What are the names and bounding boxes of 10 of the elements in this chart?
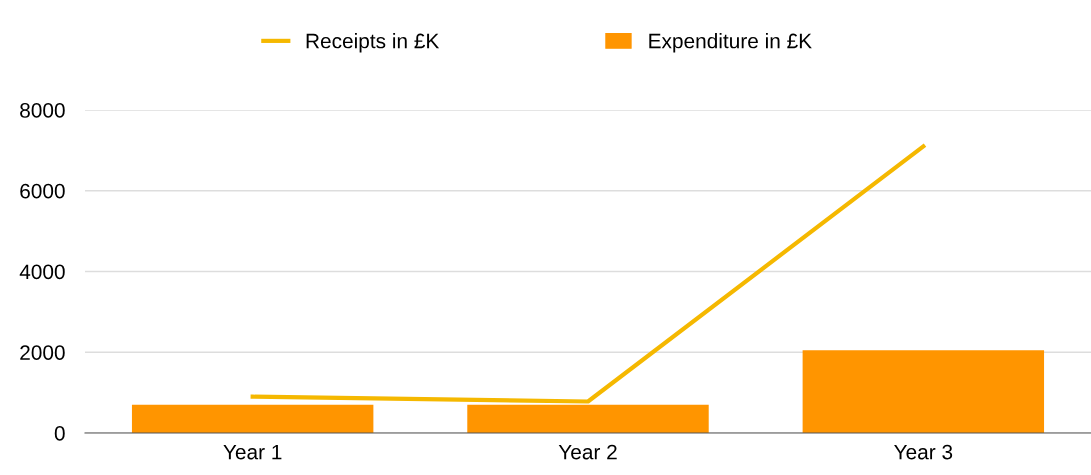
y-tick-label: 8000: [20, 103, 65, 118]
x-tick-label: Year 2: [558, 444, 617, 460]
y-tick-label: 4000: [19, 264, 65, 280]
legend-label: Receipts in £K: [306, 33, 440, 53]
x-tick-label: Year 3: [894, 444, 953, 460]
y-tick-label: 6000: [20, 183, 65, 199]
y-tick-label: 2000: [20, 345, 65, 360]
y-tick-label: 0: [54, 426, 65, 441]
legend-label: Expenditure in £K: [649, 33, 812, 53]
x-tick-label: Year 1: [223, 444, 282, 460]
